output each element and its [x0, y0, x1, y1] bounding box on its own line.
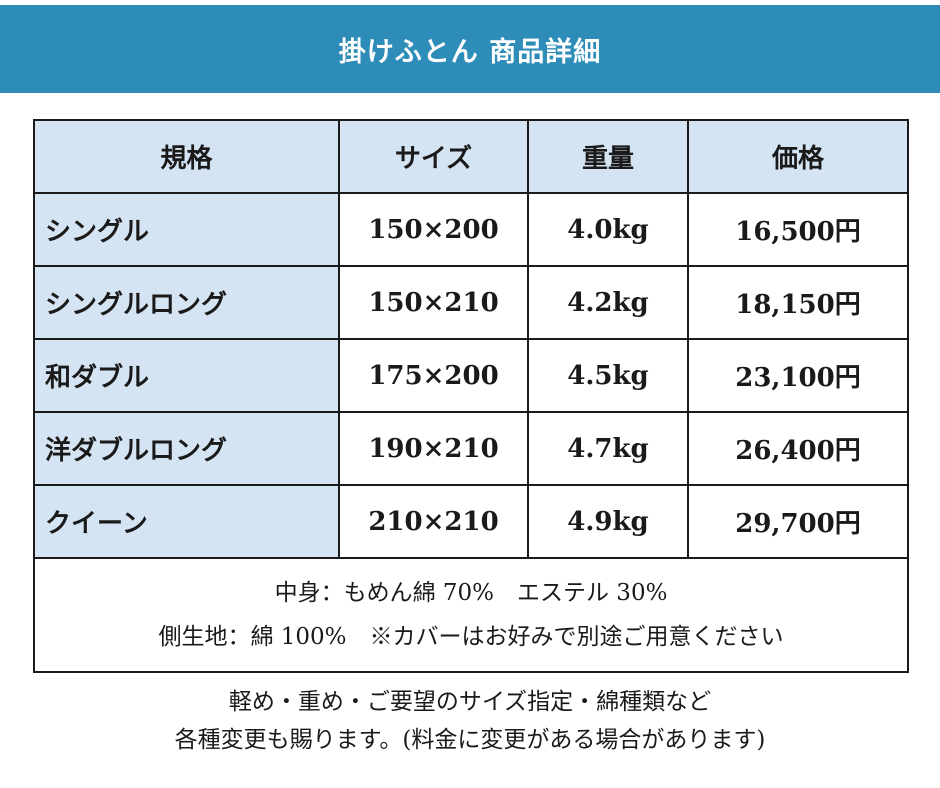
footer-line-changes: 各種変更も賜ります。(料金に変更がある場合があります) [174, 727, 766, 753]
cell-size: 175×200 [338, 338, 529, 413]
cell-weight: 4.5kg [527, 338, 689, 413]
cell-price: 16,500円 [687, 192, 909, 267]
cell-spec-name: シングルロング [33, 265, 340, 340]
title-banner: 掛けふとん 商品詳細 [0, 5, 940, 93]
cell-price: 23,100円 [687, 338, 909, 413]
cell-spec-name: シングル [33, 192, 340, 267]
cell-spec-name: クイーン [33, 484, 340, 559]
cell-weight: 4.2kg [527, 265, 689, 340]
table-row: 和ダブル 175×200 4.5kg 23,100円 [33, 338, 909, 413]
material-notes-cell: 中身：もめん綿 70% エステル 30% 側生地：綿 100% ※カバーはお好み… [33, 557, 909, 673]
cell-spec-name: 和ダブル [33, 338, 340, 413]
table-row: 洋ダブルロング 190×210 4.7kg 26,400円 [33, 411, 909, 486]
cell-size: 190×210 [338, 411, 529, 486]
table-header-row: 規格 サイズ 重量 価格 [33, 119, 909, 194]
cell-size: 210×210 [338, 484, 529, 559]
cell-weight: 4.9kg [527, 484, 689, 559]
cell-weight: 4.7kg [527, 411, 689, 486]
fabric-note: 側生地：綿 100% ※カバーはお好みで別途ご用意ください [158, 624, 784, 650]
table-row: クイーン 210×210 4.9kg 29,700円 [33, 484, 909, 559]
header-cell-weight: 重量 [527, 119, 689, 194]
header-cell-price: 価格 [687, 119, 909, 194]
cell-price: 26,400円 [687, 411, 909, 486]
header-cell-size: サイズ [338, 119, 529, 194]
cell-price: 18,150円 [687, 265, 909, 340]
cell-spec-name: 洋ダブルロング [33, 411, 340, 486]
page-title: 掛けふとん 商品詳細 [338, 36, 602, 68]
cell-size: 150×200 [338, 192, 529, 267]
table-row: シングル 150×200 4.0kg 16,500円 [33, 192, 909, 267]
product-spec-table: 規格 サイズ 重量 価格 シングル 150×200 4.0kg 16,500円 … [33, 119, 909, 673]
footer-line-options: 軽め・重め・ご要望のサイズ指定・綿種類など [228, 689, 712, 715]
cell-size: 150×210 [338, 265, 529, 340]
custom-order-note: 軽め・重め・ご要望のサイズ指定・綿種類など 各種変更も賜ります。(料金に変更があ… [0, 683, 940, 759]
material-notes-row: 中身：もめん綿 70% エステル 30% 側生地：綿 100% ※カバーはお好み… [33, 557, 909, 673]
header-cell-spec: 規格 [33, 119, 340, 194]
table-row: シングルロング 150×210 4.2kg 18,150円 [33, 265, 909, 340]
cell-price: 29,700円 [687, 484, 909, 559]
filling-note: 中身：もめん綿 70% エステル 30% [274, 580, 668, 606]
cell-weight: 4.0kg [527, 192, 689, 267]
